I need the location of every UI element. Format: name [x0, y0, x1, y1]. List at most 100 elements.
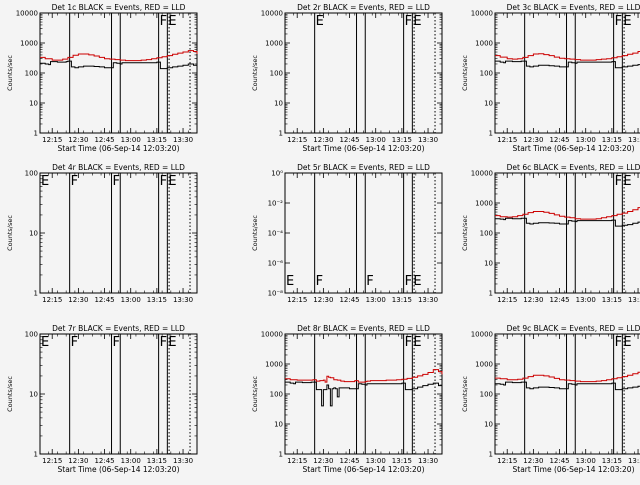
- flag-label: F: [71, 174, 78, 189]
- x-tick-label: 13:15: [147, 457, 167, 465]
- x-tick-label: 12:15: [287, 136, 307, 144]
- y-tick-label: 1: [489, 130, 493, 138]
- x-tick-label: 13:30: [628, 136, 640, 144]
- y-tick-label: 100: [270, 391, 283, 399]
- events-series-line: [285, 381, 443, 407]
- events-series-line: [495, 60, 640, 69]
- y-tick-label: 10: [29, 391, 38, 399]
- y-tick-label: 1: [279, 130, 283, 138]
- panel-title: Det 6c BLACK = Events, RED = LLD: [507, 163, 640, 172]
- y-tick-label: 100: [25, 331, 38, 339]
- x-tick-label: 12:30: [313, 457, 333, 465]
- x-tick-label: 12:15: [287, 296, 307, 304]
- y-tick-label: 10000: [471, 331, 493, 339]
- y-tick-label: 1: [34, 290, 38, 298]
- y-tick-label: 10: [29, 100, 38, 108]
- flag-label: F: [405, 274, 412, 289]
- x-tick-label: 12:15: [287, 457, 307, 465]
- flag-label: E: [413, 274, 421, 289]
- y-tick-label: 100: [25, 170, 38, 178]
- x-axis-label: Start Time (06-Sep-14 12:03:20): [303, 144, 425, 153]
- y-tick-label: 1: [489, 290, 493, 298]
- flag-label: E: [623, 335, 631, 350]
- x-tick-label: 13:00: [576, 296, 596, 304]
- flag-label: F: [615, 14, 622, 29]
- x-tick-label: 12:45: [94, 136, 114, 144]
- y-tick-label: 1000: [265, 40, 283, 48]
- flag-label: E: [623, 174, 631, 189]
- plot-frame: [39, 333, 198, 455]
- x-tick-label: 12:30: [68, 296, 88, 304]
- y-tick-label: 10: [274, 421, 283, 429]
- x-tick-label: 12:45: [339, 296, 359, 304]
- panel-title: Det 1c BLACK = Events, RED = LLD: [52, 3, 186, 12]
- x-tick-label: 12:15: [497, 296, 517, 304]
- flag-label: E: [413, 14, 421, 29]
- flag-label: E: [623, 14, 631, 29]
- x-tick-label: 13:00: [366, 136, 386, 144]
- flag-label: E: [41, 174, 49, 189]
- x-tick-label: 12:45: [339, 136, 359, 144]
- panel-det-9: Det 9c BLACK = Events, RED = LLD 1 10 100 10…: [461, 324, 640, 474]
- panel-title: Det 7r BLACK = Events, RED = LLD: [52, 324, 185, 333]
- y-axis-label: Counts/sec: [461, 55, 469, 91]
- flag-label: F: [71, 335, 78, 350]
- x-axis-label: Start Time (06-Sep-14 12:03:20): [303, 465, 425, 474]
- lld-series-line: [495, 371, 640, 383]
- x-tick-label: 13:30: [418, 296, 438, 304]
- y-tick-label: 10⁻⁴: [268, 230, 284, 238]
- flag-label: F: [405, 14, 412, 29]
- panel-title: Det 3c BLACK = Events, RED = LLD: [507, 3, 640, 12]
- y-tick-label: 1000: [20, 40, 38, 48]
- panel-title: Det 9c BLACK = Events, RED = LLD: [507, 324, 640, 333]
- panel-det-7: Det 7r BLACK = Events, RED = LLD 1 10 100 Co…: [6, 324, 198, 474]
- y-tick-label: 1000: [265, 361, 283, 369]
- plot-frame: [284, 333, 443, 455]
- y-tick-label: 100: [480, 230, 493, 238]
- panel-title: Det 4r BLACK = Events, RED = LLD: [52, 163, 185, 172]
- y-tick-label: 1000: [475, 361, 493, 369]
- x-tick-label: 12:45: [549, 296, 569, 304]
- x-tick-label: 12:15: [497, 136, 517, 144]
- y-tick-label: 10: [484, 260, 493, 268]
- y-axis-label: Counts/sec: [6, 215, 14, 251]
- x-tick-label: 13:15: [392, 457, 412, 465]
- x-axis-label: Start Time (06-Sep-14 12:03:20): [58, 465, 180, 474]
- panel-det-2: Det 2r BLACK = Events, RED = LLD 1 10 100 10…: [251, 3, 443, 153]
- y-tick-label: 10000: [471, 10, 493, 18]
- x-tick-label: 13:15: [602, 136, 622, 144]
- x-tick-label: 12:30: [523, 136, 543, 144]
- x-tick-label: 12:30: [523, 457, 543, 465]
- flag-label: F: [160, 14, 167, 29]
- flag-label: F: [160, 335, 167, 350]
- flag-label: F: [615, 335, 622, 350]
- panel-det-3: Det 3c BLACK = Events, RED = LLD 1 10 100 10…: [461, 3, 640, 153]
- plot-frame: [39, 12, 198, 134]
- plot-frame: [494, 172, 640, 294]
- x-tick-label: 12:30: [68, 457, 88, 465]
- flag-label: F: [160, 174, 167, 189]
- flag-label: F: [366, 274, 373, 289]
- y-tick-label: 10⁻²: [268, 200, 284, 208]
- y-tick-label: 10: [484, 100, 493, 108]
- x-tick-label: 12:15: [42, 457, 62, 465]
- y-axis-label: Counts/sec: [251, 376, 259, 412]
- x-tick-label: 12:45: [549, 457, 569, 465]
- plot-frame: [284, 12, 443, 134]
- y-tick-label: 1: [279, 451, 283, 459]
- y-tick-label: 100: [480, 391, 493, 399]
- events-series-line: [495, 381, 640, 391]
- panel-det-1: Det 1c BLACK = Events, RED = LLD 1 10 100 10…: [6, 3, 198, 153]
- panel-det-4: Det 4r BLACK = Events, RED = LLD 1 10 100 Co…: [6, 163, 198, 304]
- x-tick-label: 13:00: [121, 296, 141, 304]
- y-tick-label: 10000: [16, 10, 38, 18]
- x-tick-label: 12:45: [549, 136, 569, 144]
- x-axis-label: Start Time (06-Sep-14 12:03:20): [58, 144, 180, 153]
- y-tick-label: 100: [25, 70, 38, 78]
- x-tick-label: 13:00: [121, 136, 141, 144]
- panel-det-8: Det 8r BLACK = Events, RED = LLD 1 10 100 10…: [251, 324, 443, 474]
- x-tick-label: 13:00: [366, 457, 386, 465]
- y-axis-label: Counts/sec: [461, 376, 469, 412]
- flag-label: E: [316, 14, 324, 29]
